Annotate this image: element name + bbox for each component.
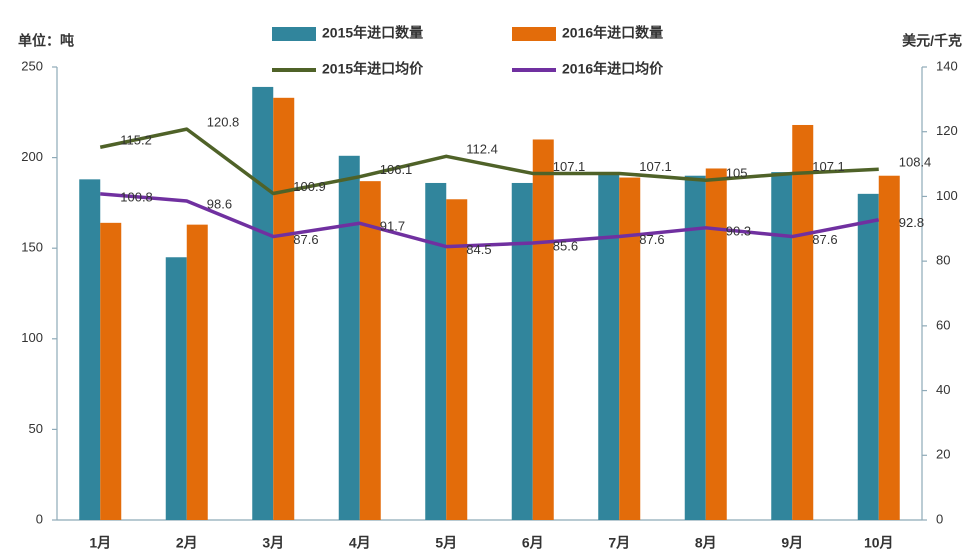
- data-label: 92.8: [899, 215, 924, 230]
- data-label: 107.1: [812, 159, 845, 174]
- line: [100, 192, 880, 249]
- legend-label: 2016年进口均价: [562, 61, 664, 77]
- bar: [511, 182, 533, 520]
- legend-label: 2015年进口数量: [322, 25, 423, 41]
- legend-label: 2016年进口数量: [562, 25, 663, 41]
- data-label: 106.1: [380, 162, 413, 177]
- x-tick-label: 2月: [176, 535, 198, 551]
- data-label: 87.6: [639, 232, 664, 247]
- bar: [684, 175, 706, 520]
- bar: [705, 168, 727, 521]
- y-tick-label: 150: [21, 240, 43, 255]
- bar: [79, 179, 101, 520]
- y2-axis-title: 美元/千克: [902, 33, 962, 49]
- y-tick-label: 250: [21, 58, 43, 73]
- data-label: 107.1: [553, 159, 586, 174]
- y2-tick-label: 60: [936, 317, 950, 332]
- bar: [252, 86, 274, 520]
- data-label: 90.3: [726, 223, 751, 238]
- data-label: 87.6: [812, 232, 837, 247]
- x-tick-label: 3月: [262, 535, 284, 551]
- data-label: 98.6: [207, 196, 232, 211]
- bar: [792, 124, 814, 520]
- bar: [165, 257, 187, 520]
- data-label: 107.1: [639, 159, 672, 174]
- data-label: 105: [726, 166, 748, 181]
- data-label: 84.5: [466, 242, 491, 257]
- data-label: 120.8: [207, 115, 240, 130]
- x-tick-label: 7月: [608, 535, 630, 551]
- data-label: 115.2: [120, 133, 152, 148]
- y2-tick-label: 140: [936, 58, 958, 73]
- y2-tick-label: 100: [936, 188, 958, 203]
- y-tick-label: 0: [36, 511, 43, 526]
- bar: [857, 193, 879, 520]
- data-label: 100.9: [293, 179, 326, 194]
- x-tick-label: 4月: [349, 535, 371, 551]
- bar: [619, 177, 641, 521]
- y2-tick-label: 0: [936, 511, 943, 526]
- bar: [446, 199, 468, 520]
- legend-swatch: [272, 27, 316, 41]
- data-label: 100.8: [120, 189, 153, 204]
- bar: [532, 139, 554, 521]
- data-label: 91.7: [380, 219, 405, 234]
- data-label: 85.6: [553, 238, 578, 253]
- bar: [186, 224, 208, 521]
- x-tick-label: 9月: [781, 535, 803, 551]
- x-tick-label: 10月: [864, 535, 894, 551]
- y-tick-label: 100: [21, 330, 43, 345]
- x-tick-label: 8月: [695, 535, 717, 551]
- legend-label: 2015年进口均价: [322, 61, 424, 77]
- bar: [598, 172, 620, 520]
- y-tick-label: 200: [21, 149, 43, 164]
- bar: [273, 97, 295, 520]
- legend-swatch: [512, 27, 556, 41]
- data-label: 112.4: [466, 142, 498, 157]
- bar: [100, 222, 122, 520]
- data-label: 87.6: [293, 232, 318, 247]
- bar: [359, 181, 381, 520]
- bar: [771, 172, 793, 520]
- y2-tick-label: 40: [936, 382, 950, 397]
- bar: [878, 175, 900, 520]
- y2-tick-label: 120: [936, 123, 958, 138]
- bar: [425, 182, 447, 520]
- x-tick-label: 6月: [522, 535, 544, 551]
- line: [99, 127, 879, 196]
- y-axis-title: 单位：吨: [18, 33, 74, 49]
- x-tick-label: 1月: [89, 535, 111, 551]
- data-label: 108.4: [899, 155, 932, 170]
- bar: [338, 155, 360, 520]
- y2-tick-label: 20: [936, 447, 950, 462]
- y-tick-label: 50: [29, 421, 43, 436]
- x-tick-label: 5月: [435, 535, 457, 551]
- y2-tick-label: 80: [936, 253, 950, 268]
